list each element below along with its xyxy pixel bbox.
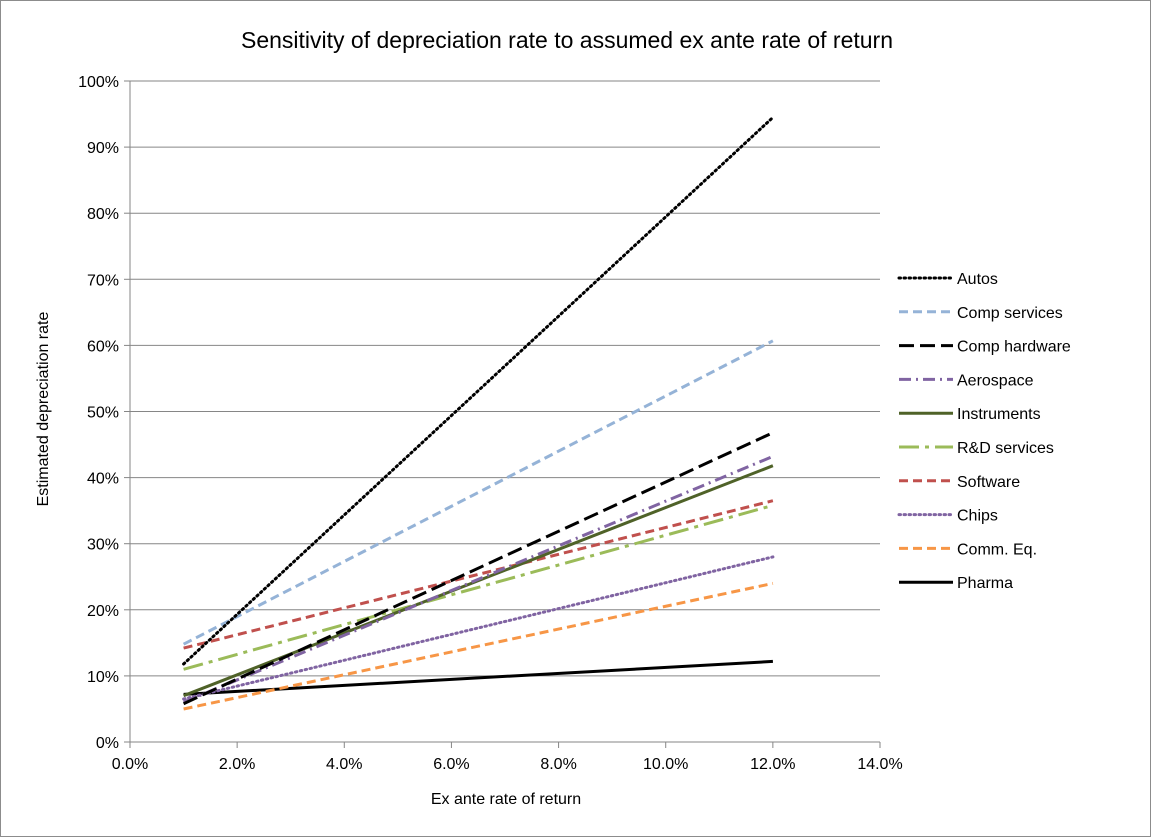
legend: Autos Comp services Comp hardware Aerospace… — [897, 271, 1071, 592]
series-line-chips — [182, 555, 775, 701]
series-line-r-d-services — [183, 503, 774, 671]
legend-label-r-d-services: R&D services — [957, 440, 1054, 457]
y-tick-label: 40% — [87, 471, 119, 488]
legend-label-aerospace: Aerospace — [957, 372, 1034, 389]
series-line-comp-services — [182, 339, 774, 646]
y-tick-label: 80% — [87, 206, 119, 223]
x-tick-label: 8.0% — [540, 756, 576, 773]
series-line-comm-eq — [183, 581, 774, 711]
x-tick-label: 10.0% — [643, 756, 688, 773]
y-tick-label: 0% — [96, 735, 119, 752]
x-tick-label: 0.0% — [112, 756, 148, 773]
series-line-comp-hardware — [182, 431, 774, 706]
legend-label-instruments: Instruments — [957, 406, 1041, 423]
chart-title: Sensitivity of depreciation rate to assu… — [241, 27, 893, 53]
legend-label-autos: Autos — [957, 271, 998, 288]
y-axis-label: Estimated depreciation rate — [35, 312, 52, 507]
x-tick-label: 4.0% — [326, 756, 362, 773]
y-tick-label: 30% — [87, 537, 119, 554]
x-tick-label: 2.0% — [219, 756, 255, 773]
x-tick-label: 12.0% — [750, 756, 795, 773]
grid-layer — [130, 80, 880, 743]
y-tick-label: 90% — [87, 140, 119, 157]
y-tick-label: 60% — [87, 338, 119, 355]
axis-layer: 0% 10% 20% 30% 40% 50% 60% 70% 80% 90% 100% 0.0% 2.0… — [78, 74, 903, 773]
legend-label-comp-hardware: Comp hardware — [957, 339, 1071, 356]
legend-label-software: Software — [957, 474, 1020, 491]
legend-label-comm-eq: Comm. Eq. — [957, 541, 1037, 558]
x-tick-label: 14.0% — [857, 756, 902, 773]
legend-label-chips: Chips — [957, 508, 998, 525]
x-axis-label: Ex ante rate of return — [431, 791, 581, 808]
y-tick-label: 20% — [87, 603, 119, 620]
y-tick-label: 100% — [78, 74, 119, 91]
series-line-autos — [182, 115, 775, 666]
legend-label-comp-services: Comp services — [957, 305, 1063, 322]
y-tick-label: 70% — [87, 272, 119, 289]
legend-label-pharma: Pharma — [957, 575, 1013, 592]
y-tick-label: 50% — [87, 405, 119, 422]
series-line-aerospace — [183, 455, 774, 704]
series-line-software — [183, 499, 774, 650]
x-tick-label: 6.0% — [433, 756, 469, 773]
series-layer — [182, 115, 775, 711]
y-tick-label: 10% — [87, 669, 119, 686]
